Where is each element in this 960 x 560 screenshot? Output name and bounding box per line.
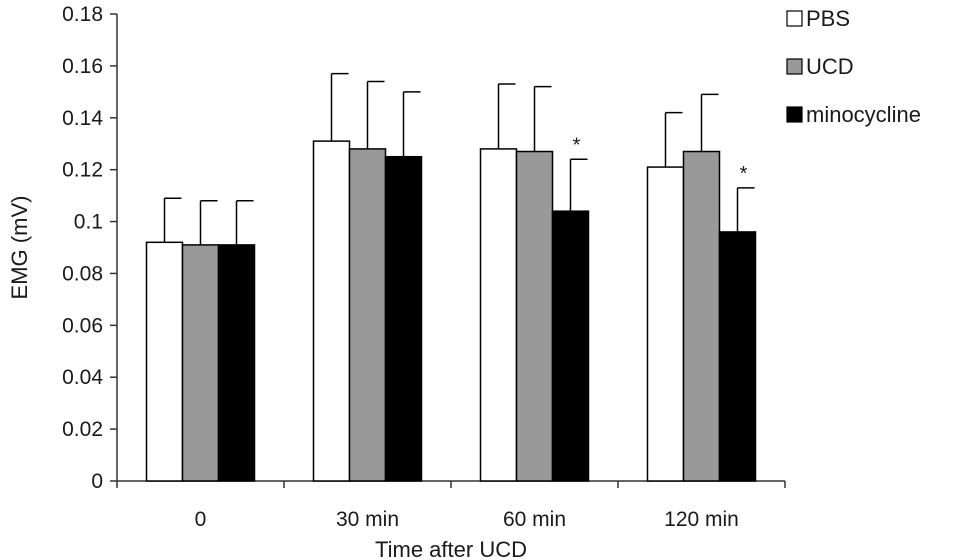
bar-ucd-1 [181,244,220,482]
significance-marker: * [740,163,748,185]
y-tick-label: 0.16 [62,55,103,78]
y-tick-label: 0.1 [74,211,103,234]
bar-pbs-3 [479,148,518,482]
bars-group [145,140,757,482]
x-tick-label: 60 min [503,508,566,531]
x-tick-label: 0 [195,508,207,531]
y-tick-label: 0.14 [62,107,103,130]
y-axis: 0 0.02 0.04 0.06 0.08 0.1 0.12 0.14 0.16 0.18 [62,3,118,493]
bar-pbs-1 [145,241,184,482]
bar-minocycline-1 [217,244,256,482]
y-tick-label: 0.04 [62,366,103,389]
legend-swatch-minocycline [786,106,803,123]
significance-marker: * [573,134,581,156]
error-bars-group [163,72,755,245]
legend-label-ucd: UCD [806,54,854,79]
bar-pbs-2 [312,140,351,482]
y-tick-label: 0.18 [62,3,103,26]
x-axis-title: Time after UCD [375,537,527,560]
legend: PBS UCD minocycline [786,6,921,127]
legend-label-pbs: PBS [806,6,850,31]
bar-minocycline-4 [718,231,757,482]
y-tick-label: 0.12 [62,159,103,182]
bar-minocycline-3 [551,210,590,482]
x-tick-label: 30 min [336,508,399,531]
bar-ucd-4 [682,150,721,482]
bar-ucd-2 [348,148,387,482]
y-tick-label: 0.08 [62,262,103,285]
legend-swatch-ucd [786,58,803,75]
y-tick-label: 0.02 [62,418,103,441]
legend-label-minocycline: minocycline [806,102,921,127]
y-axis-title: EMG (mV) [7,196,32,300]
annotations-group: ** [573,134,748,185]
x-axis: 0 30 min 60 min 120 min [116,480,786,531]
bar-minocycline-2 [384,155,423,482]
y-tick-label: 0.06 [62,314,103,337]
bar-ucd-3 [515,150,554,482]
legend-swatch-pbs [786,10,803,27]
x-tick-label: 120 min [664,508,739,531]
y-tick-label: 0 [91,470,103,493]
bar-pbs-4 [646,166,685,482]
